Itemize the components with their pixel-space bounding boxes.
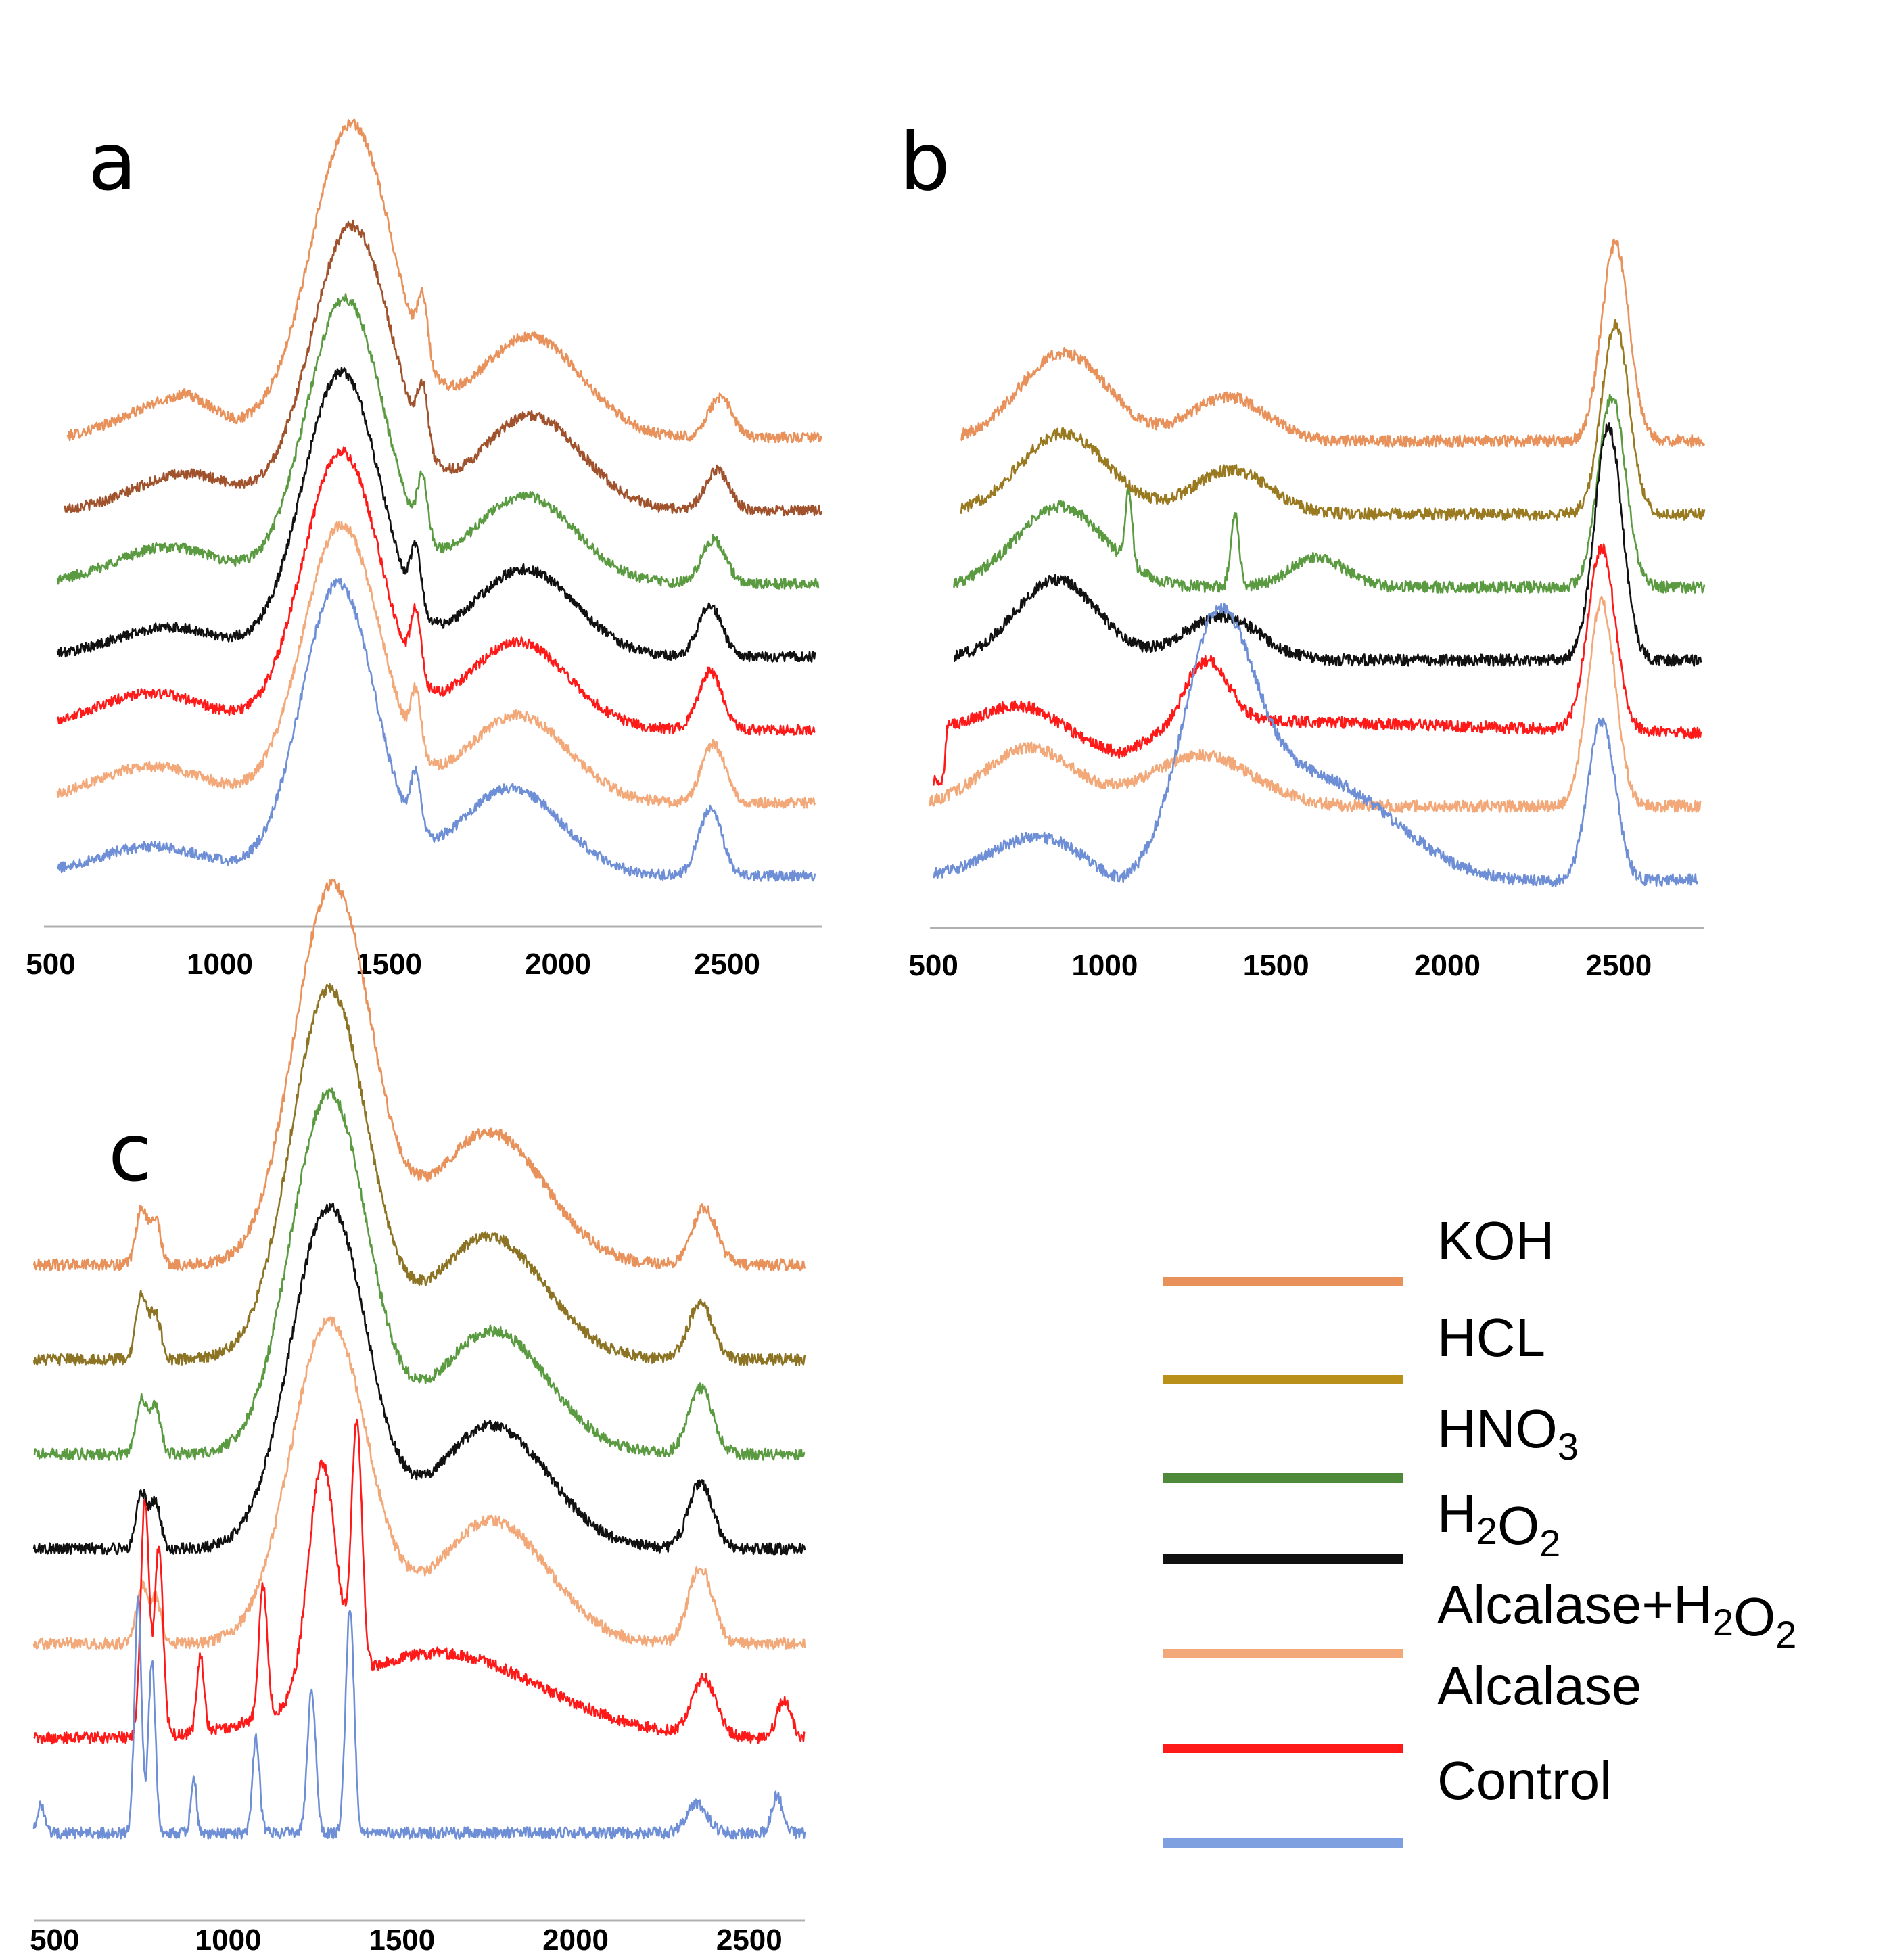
x-tick-label: 2500 [716,1923,783,1957]
x-tick-label: 1500 [356,948,422,981]
legend-label: KOH [1437,1211,1554,1271]
series-line-hno3 [953,394,1706,594]
series-line-koh [960,238,1706,448]
series-line-koh [32,878,806,1271]
panel-c-series [32,878,806,1840]
series-line-h2o2 [56,367,816,663]
x-tick-label: 2500 [694,948,760,981]
x-tick-label: 1500 [1243,949,1309,982]
panel-a: a 500 1000 1500 2000 2500 [26,115,823,981]
series-line-h2o2 [953,422,1702,667]
series-line-alcalase [932,543,1702,786]
x-tick-label: 2000 [1414,949,1480,982]
legend-item-alc_h2o2: Alcalase+H2O2 [1163,1574,1796,1658]
x-tick-label: 500 [30,1923,79,1957]
panel-c-ticks: 500 1000 1500 2000 2500 [30,1923,783,1957]
x-tick-label: 2000 [525,948,591,981]
legend-item-koh: KOH [1163,1211,1554,1286]
panel-b-ticks: 500 1000 1500 2000 2500 [908,949,1652,982]
panel-a-ticks: 500 1000 1500 2000 2500 [26,948,760,981]
legend-label: Control [1437,1750,1612,1811]
series-line-alcalase-h2o2 [929,595,1702,813]
series-line-hno3 [56,293,820,590]
x-tick-label: 1000 [1071,949,1138,982]
panel-a-series [56,118,823,882]
series-line-hno3 [33,1087,806,1461]
panel-b-label: b [900,115,950,208]
panel-c: c 500 1000 1500 2000 2500 [30,878,806,1957]
x-tick-label: 1500 [369,1923,435,1957]
series-line-hcl [960,319,1706,521]
panel-b: b 500 1000 1500 2000 2500 [900,115,1706,982]
series-line-koh [66,118,823,444]
legend-item-alcalase: Alcalase [1163,1656,1641,1753]
series-line-alcalase [33,1418,806,1745]
series-line-hcl [32,983,806,1366]
legend-item-control: Control [1163,1750,1612,1848]
legend-label: Alcalase+H2O2 [1437,1574,1796,1656]
legend-label: HNO3 [1437,1399,1579,1468]
x-tick-label: 2500 [1585,949,1652,982]
x-tick-label: 2000 [542,1923,609,1957]
legend-label: HCL [1437,1307,1545,1368]
series-line-control [32,1595,806,1840]
legend-label: Alcalase [1437,1656,1641,1716]
series-line-alcalase-h2o2 [56,521,816,809]
series-line-hcl [64,219,823,517]
x-tick-label: 1000 [195,1923,262,1957]
legend-item-h2o2: H2O2 [1163,1483,1560,1564]
x-tick-label: 500 [26,948,75,981]
series-line-control [56,578,816,882]
series-line-control [933,603,1699,888]
series-line-alcalase [56,446,816,736]
x-tick-label: 1000 [187,948,253,981]
legend-label: H2O2 [1437,1483,1560,1564]
legend-item-hno3: HNO3 [1163,1399,1579,1483]
x-tick-label: 500 [908,949,958,982]
panel-c-label: c [108,1106,152,1199]
series-line-h2o2 [32,1203,806,1556]
panel-a-label: a [88,115,137,208]
panel-b-series [929,238,1706,888]
legend-item-hcl: HCL [1163,1307,1545,1384]
